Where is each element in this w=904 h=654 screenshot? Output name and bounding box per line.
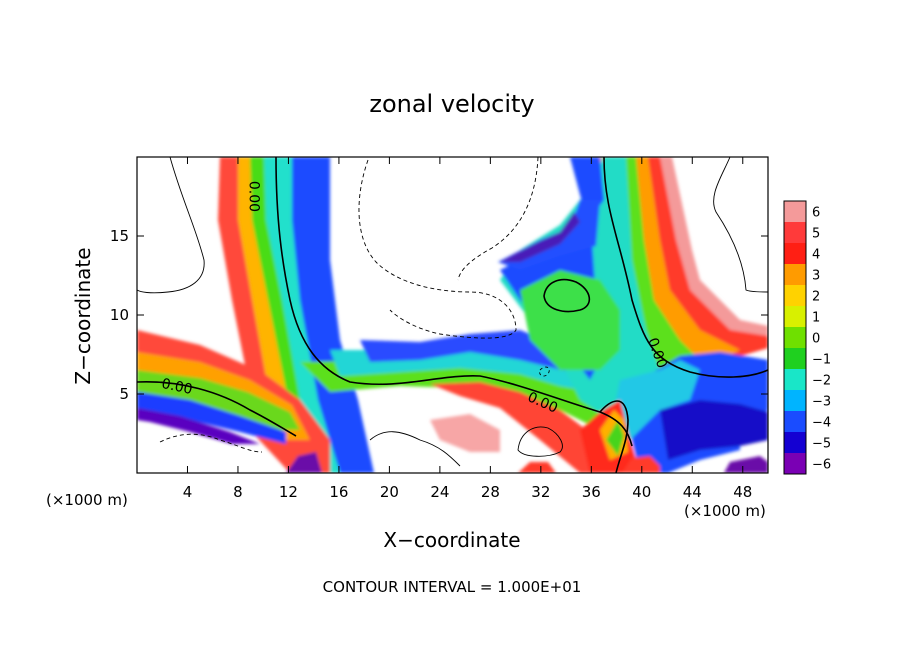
colorbar-tick-label: 0 — [812, 332, 820, 347]
plot-area: 0.000.000.000.00 4 8 12 16 20 24 28 32 36 40 44 48 … — [110, 156, 769, 501]
x-unit-left: (×1000 m) — [46, 491, 128, 509]
colorbar-tick-label: 3 — [812, 269, 820, 284]
shear-band-red — [430, 382, 620, 473]
x-axis-title: X−coordinate — [383, 528, 520, 552]
lower-right-cyan — [610, 360, 700, 440]
colorbar-tick-label: 4 — [812, 248, 820, 263]
contour-interval-label: CONTOUR INTERVAL = 1.000E+01 — [323, 578, 582, 596]
colorbar-tick-label: −3 — [812, 395, 831, 410]
x-tick-label: 24 — [430, 483, 449, 501]
x-tick-label: 20 — [380, 483, 399, 501]
y-axis-ticks: 5 10 15 — [110, 227, 768, 403]
colorbar-cell — [784, 411, 806, 433]
zero-contour-right — [603, 157, 768, 378]
colorbar-tick-label: −2 — [812, 374, 831, 389]
colorbar-cell — [784, 327, 806, 349]
x-tick-label: 16 — [329, 483, 348, 501]
zero-contour-low — [137, 380, 297, 437]
dashed-contour-small — [539, 366, 550, 377]
y-axis-title: Z−coordinate — [71, 247, 95, 384]
colorbar-cell — [784, 306, 806, 328]
colorbar-tick-label: −6 — [812, 458, 831, 473]
thin-contour-bottom — [369, 431, 461, 467]
colorbar-tick-label: −5 — [812, 437, 831, 452]
dashed-contour-upper — [358, 159, 517, 339]
surface-violet-left — [286, 452, 322, 473]
surface-core-green — [606, 420, 624, 456]
lower-right-violet — [724, 456, 768, 473]
colorbar-tick-label: 6 — [812, 206, 820, 221]
colorbar-cell — [784, 432, 806, 454]
colorbar-cell — [784, 243, 806, 265]
x-tick-label: 36 — [582, 483, 601, 501]
y-tick-label: 5 — [119, 385, 129, 403]
contour-lines — [137, 157, 768, 473]
colorbar-tick-label: −4 — [812, 416, 831, 431]
x-tick-label: 8 — [233, 483, 243, 501]
x-tick-label: 32 — [531, 483, 550, 501]
x-unit-right: (×1000 m) — [684, 502, 766, 520]
colorbar-frame — [783, 200, 807, 475]
colorbar-cell — [784, 264, 806, 286]
colorbar-cell — [784, 390, 806, 412]
right-core-green — [520, 270, 620, 370]
x-axis-ticks: 4 8 12 16 20 24 28 32 36 40 44 48 — [183, 157, 752, 501]
colorbar-cell — [784, 201, 806, 223]
x-tick-label: 28 — [481, 483, 500, 501]
colorbar-labels: 6 5 4 3 2 1 0 −1 −2 −3 −4 −5 −6 — [812, 206, 831, 473]
contour-label: 0.00 — [160, 376, 194, 398]
colorbar-tick-label: 2 — [812, 290, 820, 305]
chart-title: zonal velocity — [369, 90, 534, 118]
colorbar-cell — [784, 369, 806, 391]
y-tick-label: 10 — [110, 306, 129, 324]
thin-contour-top-right — [713, 157, 768, 293]
shear-band-pink — [430, 414, 500, 452]
x-tick-label: 12 — [279, 483, 298, 501]
x-tick-label: 40 — [632, 483, 651, 501]
thin-contour-surface-loop — [517, 426, 563, 457]
low-band-blue — [137, 392, 286, 444]
surface-pocket-red — [518, 462, 556, 473]
contour-label: 0.00 — [245, 181, 261, 212]
velocity-field — [137, 157, 768, 473]
x-tick-label: 44 — [683, 483, 702, 501]
y-tick-label: 15 — [110, 227, 129, 245]
x-tick-label: 48 — [733, 483, 752, 501]
zero-contour-core — [543, 278, 591, 313]
zero-contour-left — [275, 157, 633, 447]
right-core-violet — [500, 212, 580, 262]
colorbar-cell — [784, 348, 806, 370]
colorbar-cell — [784, 285, 806, 307]
right-plume-orange — [608, 157, 740, 360]
colorbar-tick-label: 1 — [812, 311, 820, 326]
dashed-contour-mid — [457, 157, 539, 281]
low-band-violet — [137, 408, 260, 444]
colorbar-tick-label: −1 — [812, 353, 831, 368]
zero-contour-surface — [599, 400, 629, 473]
colorbar-cells — [784, 201, 806, 475]
lower-right-navy — [660, 400, 768, 460]
colorbar-cell — [784, 453, 806, 475]
colorbar: 6 5 4 3 2 1 0 −1 −2 −3 −4 −5 −6 — [783, 200, 831, 475]
x-tick-label: 4 — [183, 483, 193, 501]
surface-pocket-red-2 — [622, 456, 660, 473]
colorbar-tick-label: 5 — [812, 227, 820, 242]
thin-contour-top-left — [137, 157, 205, 294]
plume-left-blue — [292, 157, 374, 473]
colorbar-cell — [784, 222, 806, 244]
